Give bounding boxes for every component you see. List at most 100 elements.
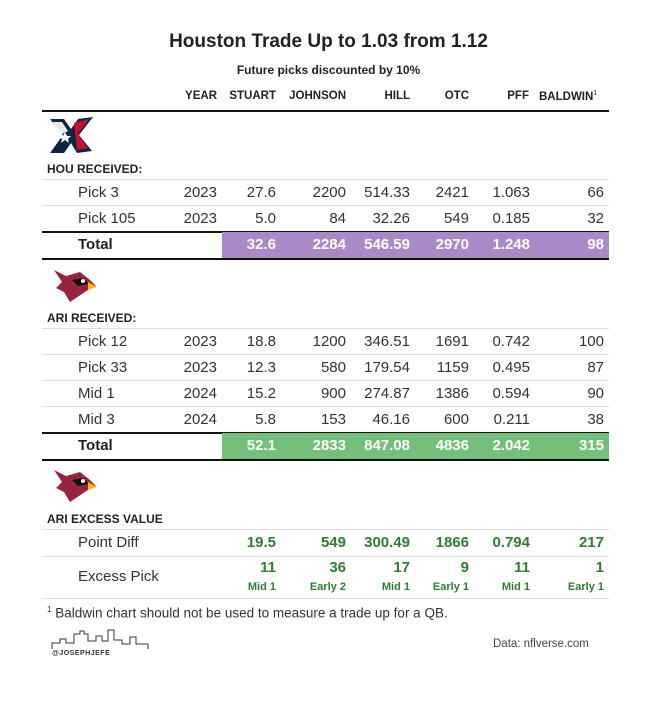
cell-pick: Pick 33: [78, 359, 128, 376]
col-header-pff: PFF: [507, 90, 529, 102]
cell-otc: 2970: [435, 236, 469, 253]
divider: [42, 529, 609, 530]
cell-baldwin: 98: [587, 236, 604, 253]
cell-pff: 0.185: [492, 210, 530, 227]
divider: [42, 459, 609, 461]
cell-stuart: 27.6: [246, 184, 276, 201]
footnote-marker: 1: [47, 605, 52, 614]
cell-otc: 1386: [435, 385, 469, 402]
total-row: Total 32.6 2284 546.59 2970 1.248 98: [42, 232, 609, 258]
ari-excess-label: ARI EXCESS VALUE: [47, 512, 163, 526]
cell-total-label: Total: [78, 437, 113, 454]
cell-baldwin: 38: [587, 411, 604, 428]
total-highlight-band: [222, 232, 609, 258]
col-header-baldwin: BALDWIN1: [539, 90, 609, 103]
hou-received-label: HOU RECEIVED:: [47, 162, 143, 176]
cell-baldwin: 87: [587, 359, 604, 376]
cell-baldwin: 66: [587, 184, 604, 201]
excess-pick-round-otc: Early 1: [432, 581, 469, 593]
divider: [42, 354, 609, 355]
divider: [42, 328, 609, 329]
author-handle: @JOSEPHJEFE: [52, 650, 111, 657]
cell-pick: Pick 3: [78, 184, 119, 201]
cell-year: 2023: [183, 210, 217, 227]
cell-otc: 1866: [435, 534, 469, 551]
cell-baldwin: 217: [578, 534, 604, 551]
cell-otc: 1159: [436, 359, 469, 376]
cell-pick: Pick 105: [78, 210, 136, 227]
cell-stuart: 19.5: [246, 534, 276, 551]
cell-stuart: 5.8: [255, 411, 276, 428]
cell-hill: 546.59: [364, 236, 410, 253]
cell-stuart: 5.0: [255, 210, 276, 227]
header-rule: [42, 110, 609, 112]
cell-johnson: 580: [320, 359, 346, 376]
cell-hill: 514.33: [364, 184, 410, 201]
cell-baldwin: 315: [578, 437, 604, 454]
excess-pick-round-johnson: Early 2: [309, 581, 346, 593]
cell-stuart: 15.2: [246, 385, 276, 402]
baldwin-footnote-marker: 1: [593, 90, 598, 97]
cell-otc: 600: [443, 411, 469, 428]
divider: [42, 205, 609, 206]
excess-pick-round-stuart: Mid 1: [247, 581, 276, 593]
cell-johnson: 2284: [312, 236, 346, 253]
cell-hill: 847.08: [364, 437, 410, 454]
cell-excess-pick-label: Excess Pick: [78, 568, 159, 585]
cell-pff: 0.794: [492, 534, 530, 551]
cell-baldwin: 32: [587, 210, 604, 227]
table-row: Pick 3 2023 27.6 2200 514.33 2421 1.063 66: [42, 180, 609, 206]
col-header-year: YEAR: [185, 90, 217, 102]
cell-johnson: 84: [329, 210, 346, 227]
cell-pick: Mid 3: [78, 411, 115, 428]
cell-pff: 11: [514, 559, 530, 576]
cell-hill: 274.87: [364, 385, 410, 402]
data-source: Data: nflverse.com: [493, 638, 589, 650]
cell-pff: 0.742: [492, 333, 530, 350]
cell-pff: 0.594: [492, 385, 530, 402]
cell-pff: 1.063: [492, 184, 530, 201]
cell-hill: 300.49: [364, 534, 410, 551]
cell-stuart: 52.1: [246, 437, 276, 454]
cell-pff: 0.211: [493, 411, 530, 428]
total-highlight-band: [222, 433, 609, 459]
cell-hill: 17: [393, 559, 410, 576]
cell-hill: 179.54: [364, 359, 410, 376]
col-header-otc: OTC: [444, 90, 469, 102]
cell-johnson: 549: [320, 534, 346, 551]
ari-received-label: ARI RECEIVED:: [47, 311, 137, 325]
table-row: Pick 33 2023 12.3 580 179.54 1159 0.495 87: [42, 355, 609, 381]
cell-stuart: 11: [260, 559, 276, 576]
col-header-baldwin-label: BALDWIN: [539, 90, 594, 103]
table-row: Mid 3 2024 5.8 153 46.16 600 0.211 38: [42, 407, 609, 433]
excess-pick-row: Excess Pick 11 Mid 1 36 Early 2 17 Mid 1 9 Early…: [42, 557, 609, 597]
cell-otc: 1691: [435, 333, 469, 350]
cell-otc: 549: [443, 210, 469, 227]
cell-pff: 1.248: [492, 236, 530, 253]
cell-johnson: 900: [320, 385, 346, 402]
col-header-stuart: STUART: [229, 90, 276, 102]
divider: [42, 179, 609, 180]
cell-johnson: 153: [320, 411, 346, 428]
excess-pick-round-pff: Mid 1: [501, 581, 530, 593]
skyline-logo-icon: [51, 629, 149, 649]
table-row: Pick 105 2023 5.0 84 32.26 549 0.185 32: [42, 206, 609, 232]
cell-pick: Mid 1: [78, 385, 115, 402]
cell-johnson: 2200: [312, 184, 346, 201]
cell-johnson: 2833: [312, 437, 346, 454]
col-header-hill: HILL: [384, 90, 410, 102]
excess-pick-round-hill: Mid 1: [381, 581, 410, 593]
cell-stuart: 18.8: [246, 333, 276, 350]
divider: [42, 598, 609, 599]
cell-year: 2023: [183, 359, 217, 376]
divider: [42, 406, 609, 407]
cell-otc: 9: [460, 559, 469, 576]
cell-pff: 0.495: [492, 359, 530, 376]
cell-hill: 32.26: [372, 210, 410, 227]
cell-total-label: Total: [78, 236, 113, 253]
table-row: Mid 1 2024 15.2 900 274.87 1386 0.594 90: [42, 381, 609, 407]
col-header-johnson: JOHNSON: [289, 90, 346, 102]
cell-point-diff-label: Point Diff: [78, 534, 139, 551]
cell-otc: 4836: [435, 437, 469, 454]
cell-pff: 2.042: [492, 437, 530, 454]
